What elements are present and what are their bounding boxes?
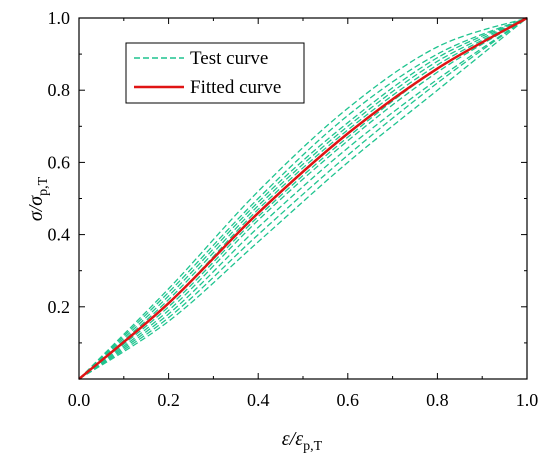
test-curve-line: [78, 17, 528, 380]
y-axis-label: σ/σp,T: [25, 176, 51, 221]
legend-test-label: Test curve: [190, 48, 268, 69]
test-curve-line: [78, 17, 528, 380]
test-curve-line: [78, 17, 528, 380]
x-axis-label: ε/εp,T: [282, 428, 323, 454]
x-tick-label: 0.4: [247, 390, 270, 410]
x-tick-label: 0.6: [337, 390, 360, 410]
x-tick-label: 0.0: [68, 390, 91, 410]
legend-fitted-label: Fitted curve: [190, 77, 281, 98]
y-tick-label: 1.0: [48, 8, 71, 28]
y-tick-label: 0.8: [48, 80, 71, 100]
x-tick-label: 0.8: [426, 390, 449, 410]
test-curve-line: [78, 17, 528, 380]
axis-ticks: 0.0 0.2 0.4 0.6 0.8 1.0 0.2 0.4 0.6 0.8 1.0: [48, 8, 539, 410]
y-tick-label: 0.6: [48, 152, 71, 172]
fitted-curve-line: [78, 16, 528, 380]
test-curve-line: [78, 17, 528, 380]
x-tick-label: 0.2: [157, 390, 180, 410]
plot-lines: [78, 16, 528, 380]
y-tick-label: 0.4: [48, 225, 71, 245]
x-tick-label: 1.0: [516, 390, 539, 410]
y-tick-label: 0.2: [48, 297, 71, 317]
test-curve-line: [78, 17, 528, 380]
test-curve-line: [78, 17, 528, 380]
test-curve-line: [78, 17, 528, 380]
legend-box: [125, 42, 305, 104]
test-curve-line: [78, 17, 528, 380]
legend: Test curve Fitted curve: [125, 42, 305, 104]
